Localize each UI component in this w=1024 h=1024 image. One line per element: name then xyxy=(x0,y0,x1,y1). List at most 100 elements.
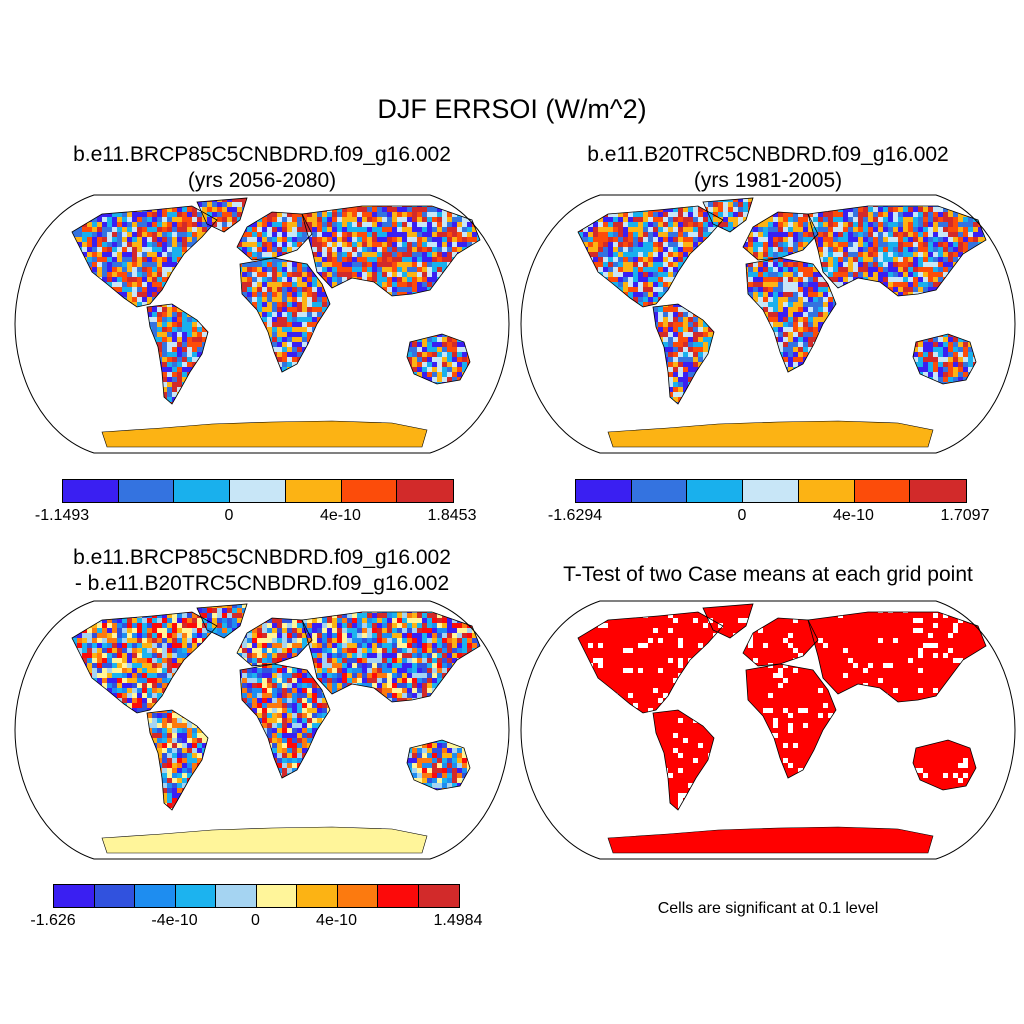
map-20tr xyxy=(520,194,1016,454)
coastline-africa xyxy=(239,257,331,373)
colorbar-box xyxy=(743,480,799,502)
coastline-samerica xyxy=(146,709,209,811)
colorbar-difference: -1.626 -4e-10 0 4e-10 1.4984 xyxy=(30,884,482,934)
land-cells xyxy=(578,604,986,810)
coastline-europe xyxy=(742,211,819,261)
coastline-asia xyxy=(301,611,481,703)
map-difference xyxy=(14,600,510,860)
colorbar-box xyxy=(418,885,459,907)
map-boundary xyxy=(14,194,510,454)
coastline-samerica xyxy=(146,303,209,405)
colorbar-tick-label: 4e-10 xyxy=(319,507,361,524)
colorbar-box xyxy=(341,480,398,502)
colorbar-boxes xyxy=(53,884,460,908)
map-boundary xyxy=(520,194,1016,454)
colorbar-box xyxy=(337,885,378,907)
colorbar-box xyxy=(94,885,135,907)
panel-title-difference: b.e11.BRCP85C5CNBDRD.f09_g16.002 - b.e11… xyxy=(12,545,512,597)
colorbar-tick-label: 4e-10 xyxy=(316,912,357,929)
panel-title-rcp85: b.e11.BRCP85C5CNBDRD.f09_g16.002 (yrs 20… xyxy=(12,142,512,194)
colorbar-box xyxy=(378,885,419,907)
antarctica xyxy=(101,420,428,448)
colorbar-box xyxy=(631,480,688,502)
map-ttest xyxy=(520,600,1016,860)
coastline-namerica xyxy=(71,205,218,308)
map-rcp85 xyxy=(14,194,510,454)
colorbar-20tr: -1.6294 0 4e-10 1.7097 xyxy=(548,479,989,529)
panel-title-line1: T-Test of two Case means at each grid po… xyxy=(563,563,973,586)
coastline-australia xyxy=(912,333,977,385)
map-body xyxy=(71,603,481,854)
coastline-greenland xyxy=(702,197,754,233)
colorbar-box xyxy=(135,885,176,907)
coastline-greenland xyxy=(196,603,248,639)
panel-title-line1: b.e11.B20TRC5CNBDRD.f09_g16.002 xyxy=(587,143,949,166)
panel-title-ttest: T-Test of two Case means at each grid po… xyxy=(518,562,1018,588)
coastline-africa xyxy=(745,663,837,779)
panel-title-line1: b.e11.BRCP85C5CNBDRD.f09_g16.002 xyxy=(73,143,451,166)
map-body xyxy=(577,197,987,448)
panel-title-line2: - b.e11.B20TRC5CNBDRD.f09_g16.002 xyxy=(74,572,450,595)
coastline-asia xyxy=(807,611,987,703)
colorbar-tick-label: 1.8453 xyxy=(427,507,477,524)
panel-title-20tr: b.e11.B20TRC5CNBDRD.f09_g16.002 (yrs 198… xyxy=(518,142,1018,194)
panel-title-line2: (yrs 2056-2080) xyxy=(187,169,337,192)
colorbar-tick-label: -4e-10 xyxy=(151,912,198,929)
coastline-europe xyxy=(236,211,313,261)
coastline-namerica xyxy=(577,611,724,714)
land-cells xyxy=(72,198,480,404)
colorbar-tick-label: -1.1493 xyxy=(34,507,90,524)
colorbar-tick-label: 0 xyxy=(224,507,234,524)
colorbar-box xyxy=(175,885,216,907)
antarctica xyxy=(607,420,934,448)
coastline-australia xyxy=(406,739,471,791)
colorbar-tick-label: 4e-10 xyxy=(832,507,874,524)
panel-title-line1: b.e11.BRCP85C5CNBDRD.f09_g16.002 xyxy=(73,546,451,569)
coastline-greenland xyxy=(702,603,754,639)
colorbar-box xyxy=(910,480,966,502)
colorbar-boxes xyxy=(575,479,967,503)
colorbar-tick-label: 1.7097 xyxy=(940,507,990,524)
significance-note: Cells are significant at 0.1 level xyxy=(657,900,879,917)
colorbar-rcp85: -1.1493 0 4e-10 1.8453 xyxy=(35,479,476,529)
coastline-greenland xyxy=(196,197,248,233)
colorbar-box xyxy=(216,885,257,907)
coastline-samerica xyxy=(652,303,715,405)
map-boundary xyxy=(520,600,1016,860)
colorbar-boxes xyxy=(62,479,454,503)
colorbar-box xyxy=(576,480,632,502)
coastline-asia xyxy=(807,205,987,297)
colorbar-box xyxy=(285,480,342,502)
colorbar-box xyxy=(854,480,911,502)
colorbar-box xyxy=(174,480,231,502)
coastline-samerica xyxy=(652,709,715,811)
panel-title-line2: (yrs 1981-2005) xyxy=(693,169,843,192)
map-body xyxy=(71,197,481,448)
colorbar-box xyxy=(118,480,175,502)
colorbar-tick-label: -1.626 xyxy=(30,912,76,929)
coastline-africa xyxy=(745,257,837,373)
colorbar-tick-label: 0 xyxy=(737,507,747,524)
colorbar-tick-label: -1.6294 xyxy=(547,507,603,524)
land-cells xyxy=(578,198,986,404)
colorbar-box xyxy=(798,480,855,502)
colorbar-box xyxy=(230,480,286,502)
colorbar-box xyxy=(687,480,744,502)
coastline-europe xyxy=(236,617,313,667)
coastline-namerica xyxy=(71,611,218,714)
colorbar-tick-label: 0 xyxy=(251,912,260,929)
map-boundary xyxy=(14,600,510,860)
land-cells xyxy=(72,604,480,810)
colorbar-tick-label: 1.4984 xyxy=(433,912,483,929)
colorbar-box xyxy=(63,480,119,502)
coastline-africa xyxy=(239,663,331,779)
antarctica xyxy=(607,826,934,854)
coastline-australia xyxy=(406,333,471,385)
figure-title: DJF ERRSOI (W/m^2) xyxy=(377,94,647,124)
antarctica xyxy=(101,826,428,854)
map-body xyxy=(577,603,987,854)
coastline-australia xyxy=(912,739,977,791)
colorbar-box xyxy=(54,885,95,907)
colorbar-box xyxy=(397,480,453,502)
coastline-europe xyxy=(742,617,819,667)
